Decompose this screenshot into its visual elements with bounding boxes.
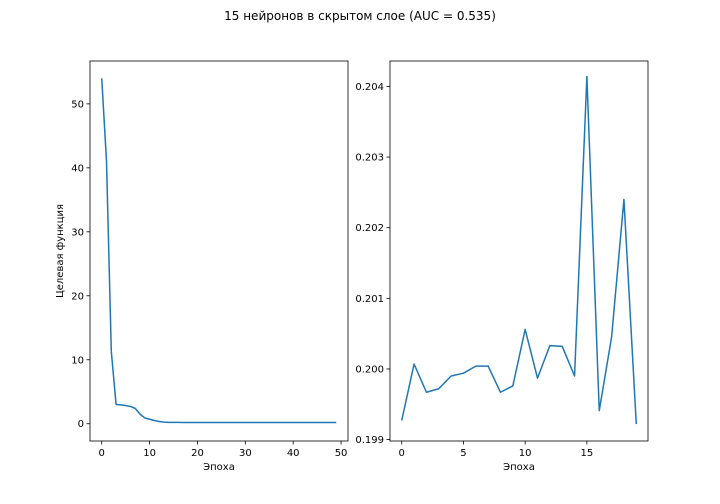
left-y-tick-label: 30 — [71, 227, 84, 238]
left-y-tick-label: 40 — [71, 163, 84, 174]
right-y-tick-label: 0.201 — [355, 294, 384, 305]
left-y-tick-label: 20 — [71, 291, 84, 302]
left-subplot: 0 10 20 30 40 50 0 10 20 30 40 50 Эпоха Целевая фун… — [55, 60, 349, 473]
left-x-tick-label: 30 — [239, 448, 252, 459]
right-y-tick-label: 0.204 — [355, 82, 384, 93]
right-x-tick-label: 0 — [399, 448, 405, 459]
left-x-tick-label: 50 — [335, 448, 348, 459]
left-series-line-0 — [100, 78, 337, 424]
left-x-tick-label: 40 — [287, 448, 300, 459]
right-x-tick-label: 15 — [581, 448, 594, 459]
left-series-layer — [100, 78, 337, 424]
right-series-layer — [400, 75, 638, 425]
right-y-tick-label: 0.200 — [355, 364, 384, 375]
right-y-tick-label: 0.203 — [355, 153, 384, 164]
left-x-tick-label: 0 — [99, 448, 105, 459]
left-axes-frame — [89, 60, 349, 442]
left-x-axis-label: Эпоха — [203, 462, 235, 473]
right-y-tick-label: 0.199 — [355, 435, 384, 446]
right-x-tick-label: 10 — [519, 448, 532, 459]
left-x-tick-label: 10 — [143, 448, 156, 459]
right-series-line-0 — [400, 75, 638, 425]
right-x-axis-label: Эпоха — [503, 462, 535, 473]
left-y-axis-label: Целевая функция — [55, 204, 66, 298]
left-y-tick-label: 50 — [71, 99, 84, 110]
left-tick-layer: 0 10 20 30 40 50 0 10 20 30 40 50 — [71, 99, 347, 459]
left-y-tick-label: 0 — [78, 419, 84, 430]
left-x-tick-label: 20 — [191, 448, 204, 459]
right-y-tick-label: 0.202 — [355, 223, 384, 234]
right-tick-layer: 0 5 10 15 0.199 0.200 0.201 0.202 0.203 0.204 — [355, 82, 593, 459]
right-axes-frame — [389, 60, 649, 442]
right-subplot: 0 5 10 15 0.199 0.200 0.201 0.202 0.203 0.204 Эпо… — [355, 60, 649, 473]
figure-title: 15 нейронов в скрытом слое (AUC = 0.535) — [224, 9, 496, 23]
right-x-tick-label: 5 — [460, 448, 466, 459]
left-y-tick-label: 10 — [71, 355, 84, 366]
